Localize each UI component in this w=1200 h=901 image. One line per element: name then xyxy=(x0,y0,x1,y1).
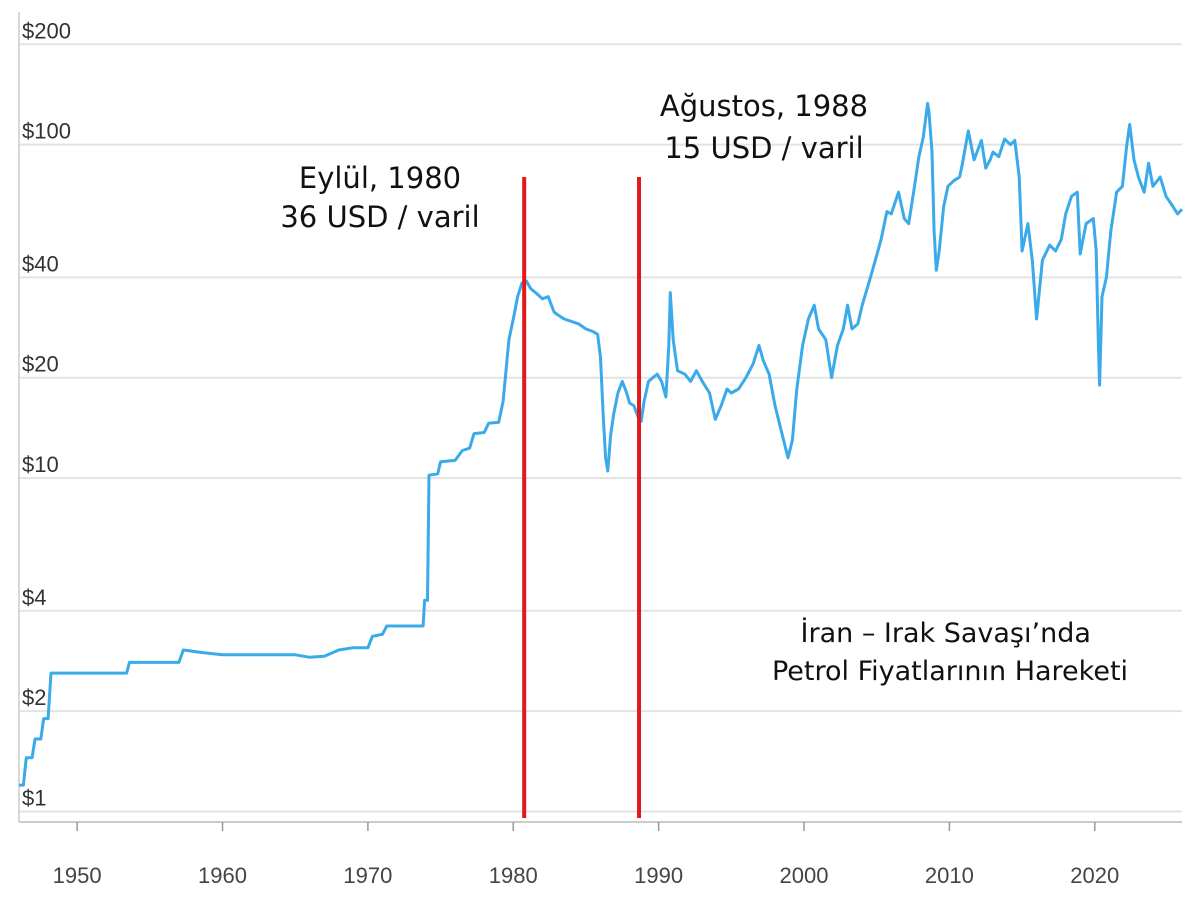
annotation-layer: Eylül, 1980 36 USD / varil Ağustos, 1988 15… xyxy=(280,89,868,234)
x-tick-label-0: 1950 xyxy=(53,863,102,888)
x-tick-label-3: 1980 xyxy=(489,863,538,888)
y-tick-label-5: $40 xyxy=(22,251,59,276)
marker-label-0-line-0: Eylül, 1980 xyxy=(299,161,461,195)
marker-label-1-line-1: 15 USD / varil xyxy=(664,131,863,165)
x-tick-label-6: 2010 xyxy=(925,863,974,888)
x-tick-label-5: 2000 xyxy=(780,863,829,888)
y-tick-label-1: $2 xyxy=(22,685,46,710)
chart-note-line-2: Petrol Fiyatlarının Hareketi xyxy=(772,656,1128,687)
y-tick-label-6: $100 xyxy=(22,119,71,144)
marker-label-0-line-1: 36 USD / varil xyxy=(280,200,479,234)
x-tick-labels: 1950 1960 1970 1980 1990 2000 2010 2020 xyxy=(53,822,1119,888)
price-line-0 xyxy=(19,101,1184,787)
y-tick-labels: $1 $2 $4 $10 $20 $40 $100 $200 xyxy=(22,18,71,810)
chart-note-line-1: İran – Irak Savaşı’nda xyxy=(801,617,1091,649)
marker-label-1-line-0: Ağustos, 1988 xyxy=(660,89,868,123)
y-tick-label-3: $10 xyxy=(22,452,59,477)
y-tick-label-4: $20 xyxy=(22,352,59,377)
x-tick-label-7: 2020 xyxy=(1070,863,1119,888)
series-layer xyxy=(19,101,1184,787)
chart-note: İran – Irak Savaşı’nda Petrol Fiyatların… xyxy=(772,617,1128,687)
x-tick-label-1: 1960 xyxy=(198,863,247,888)
y-tick-label-7: $200 xyxy=(22,18,71,43)
x-tick-label-4: 1990 xyxy=(634,863,683,888)
marker-layer xyxy=(522,177,642,818)
x-tick-label-2: 1970 xyxy=(343,863,392,888)
grid-lines xyxy=(19,43,1182,813)
y-tick-label-0: $1 xyxy=(22,785,46,810)
y-tick-label-2: $4 xyxy=(22,585,46,610)
